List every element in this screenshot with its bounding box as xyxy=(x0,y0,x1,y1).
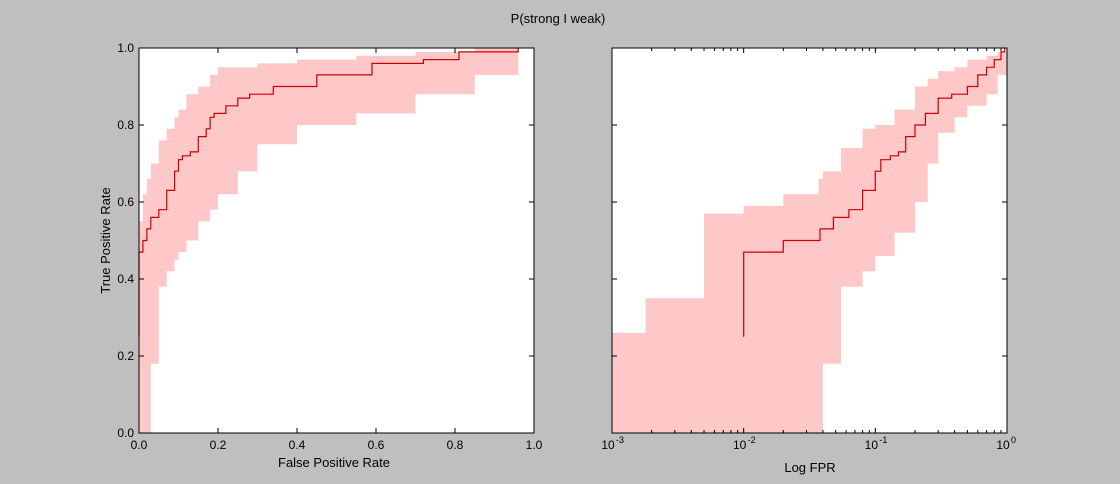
x-tick-label: 0.2 xyxy=(210,438,227,452)
y-axis-label: True Positive Rate xyxy=(98,187,113,293)
x-tick-label: 10 xyxy=(733,438,747,452)
y-tick-label: 1.0 xyxy=(117,41,134,55)
x-tick-label: 10 xyxy=(601,438,615,452)
x-axis-label: False Positive Rate xyxy=(278,455,390,470)
x-tick-label-exponent: 0 xyxy=(1011,435,1016,445)
y-tick-label: 0.0 xyxy=(117,426,134,440)
x-tick-label-exponent: -2 xyxy=(748,435,756,445)
y-tick-label: 0.4 xyxy=(117,272,134,286)
x-axis-label: Log FPR xyxy=(784,460,835,475)
roc-curve-line xyxy=(138,48,519,337)
x-tick-label: 0.0 xyxy=(131,438,148,452)
x-tick-label-exponent: -3 xyxy=(616,435,624,445)
x-tick-label: 0.4 xyxy=(289,438,306,452)
confidence-band xyxy=(139,48,519,433)
x-tick-label: 10 xyxy=(865,438,879,452)
x-tick-label: 0.8 xyxy=(447,438,464,452)
plot-frame xyxy=(138,47,535,434)
roc-curve-line xyxy=(743,48,1006,337)
y-tick-label: 0.8 xyxy=(117,118,134,132)
x-tick-label: 10 xyxy=(996,438,1010,452)
roc-linear-panel: 0.0 0.2 0.4 0.6 0.8 1.0 0.0 0.2 0.4 0.6 0.8 1.0 Fals… xyxy=(98,41,543,470)
y-tick-label: 0.2 xyxy=(117,349,134,363)
plot-frame xyxy=(611,47,1008,434)
figure-title: P(strong I weak) xyxy=(511,11,606,26)
x-tick-label-exponent: -1 xyxy=(879,435,887,445)
x-tick-label: 1.0 xyxy=(526,438,543,452)
x-tick-label: 0.6 xyxy=(368,438,385,452)
y-tick-label: 0.6 xyxy=(117,195,134,209)
